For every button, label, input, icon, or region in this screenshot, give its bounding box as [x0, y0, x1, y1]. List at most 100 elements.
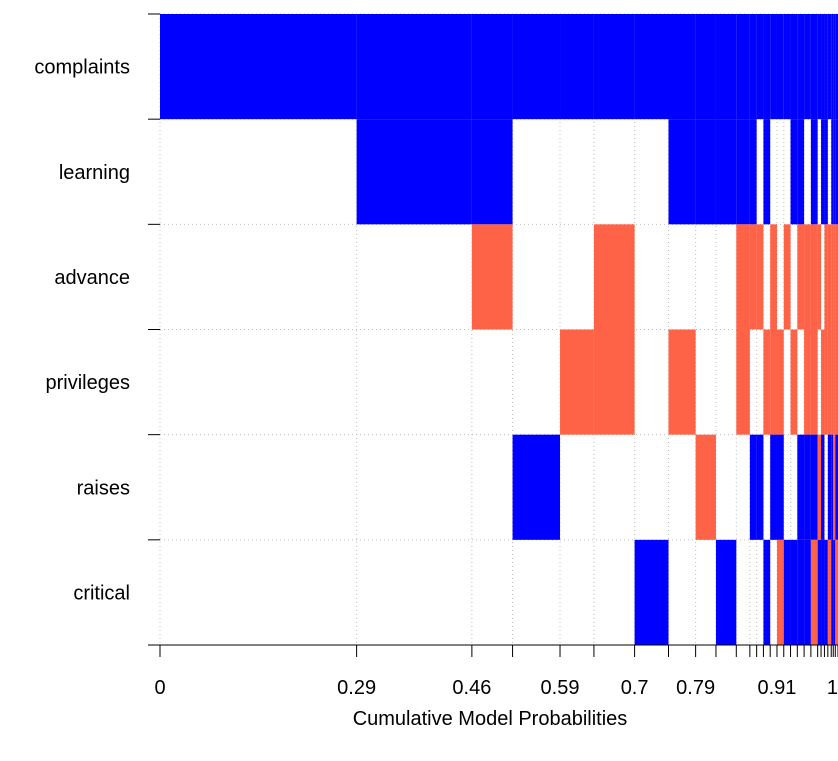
x-tick-label: 0 — [154, 677, 165, 699]
model-cell-privileges — [827, 329, 832, 435]
x-axis-title: Cumulative Model Probabilities — [353, 708, 628, 730]
model-cell-critical — [634, 539, 669, 645]
model-cell-privileges — [824, 329, 828, 435]
x-tick-label: 0.7 — [621, 677, 649, 699]
y-label-privileges: privileges — [46, 372, 130, 394]
model-cell-critical — [835, 539, 838, 645]
model-cell-critical — [715, 539, 737, 645]
model-cell-learning — [790, 119, 798, 225]
model-cell-complaints — [736, 14, 750, 120]
model-cell-privileges — [804, 329, 811, 435]
model-cell-critical — [810, 539, 818, 645]
model-cell-raises — [695, 434, 716, 540]
model-cell-raises — [831, 434, 834, 540]
model-cell-learning — [797, 119, 805, 225]
model-cell-privileges — [593, 329, 635, 435]
model-cell-complaints — [749, 14, 757, 120]
model-cell-privileges — [821, 329, 825, 435]
model-cell-learning — [835, 119, 838, 225]
model-cell-advance — [797, 224, 805, 330]
x-tick-label: 0.29 — [337, 677, 376, 699]
y-label-critical: critical — [73, 582, 130, 604]
model-cell-learning — [821, 119, 825, 225]
model-cell-privileges — [790, 329, 798, 435]
model-cell-complaints — [797, 14, 805, 120]
model-cell-critical — [824, 539, 828, 645]
model-cell-raises — [810, 434, 818, 540]
model-cell-complaints — [763, 14, 771, 120]
axis-labels: complaints learning advance privileges raise… — [34, 57, 838, 699]
model-cell-complaints — [668, 14, 696, 120]
model-cell-advance — [827, 224, 832, 330]
x-tick-label: 1 — [827, 677, 838, 699]
model-cell-learning — [668, 119, 696, 225]
model-cell-raises — [804, 434, 811, 540]
model-cell-critical — [776, 539, 784, 645]
model-cell-advance — [824, 224, 828, 330]
model-cell-critical — [763, 539, 771, 645]
model-cell-advance — [810, 224, 818, 330]
model-cell-complaints — [776, 14, 784, 120]
model-cell-complaints — [827, 14, 832, 120]
model-cell-raises — [797, 434, 805, 540]
model-cell-raises — [821, 434, 825, 540]
model-cell-raises — [833, 434, 836, 540]
x-tick-label: 0.46 — [452, 677, 491, 699]
x-tick-label: 0.79 — [676, 677, 715, 699]
model-cell-learning — [356, 119, 472, 225]
model-cell-complaints — [756, 14, 764, 120]
model-cell-complaints — [817, 14, 822, 120]
model-cell-privileges — [770, 329, 777, 435]
axes — [148, 13, 838, 657]
model-cell-critical — [804, 539, 811, 645]
model-cell-learning — [736, 119, 750, 225]
model-cell-critical — [790, 539, 798, 645]
model-cell-complaints — [512, 14, 561, 120]
model-cell-learning — [749, 119, 757, 225]
model-cell-privileges — [668, 329, 696, 435]
model-cell-complaints — [790, 14, 798, 120]
model-cell-critical — [783, 539, 791, 645]
model-cell-complaints — [831, 14, 834, 120]
model-cell-privileges — [776, 329, 784, 435]
y-label-complaints: complaints — [34, 57, 130, 79]
model-cell-raises — [512, 434, 561, 540]
model-cell-complaints — [695, 14, 716, 120]
model-cell-learning — [810, 119, 818, 225]
model-cell-complaints — [560, 14, 594, 120]
model-cell-advance — [471, 224, 513, 330]
x-tick-label: 0.59 — [541, 677, 580, 699]
model-cell-advance — [835, 224, 838, 330]
y-label-advance: advance — [54, 267, 130, 289]
model-cell-learning — [763, 119, 771, 225]
model-cell-learning — [695, 119, 716, 225]
model-cell-complaints — [160, 14, 357, 120]
model-cell-raises — [749, 434, 757, 540]
model-cell-privileges — [831, 329, 834, 435]
y-label-raises: raises — [77, 477, 130, 499]
model-cell-complaints — [821, 14, 825, 120]
model-cell-raises — [776, 434, 784, 540]
model-cell-advance — [831, 224, 834, 330]
model-cell-privileges — [835, 329, 838, 435]
model-cell-critical — [797, 539, 805, 645]
model-cell-complaints — [770, 14, 777, 120]
model-cell-advance — [833, 224, 836, 330]
model-cell-learning — [471, 119, 513, 225]
model-cell-learning — [715, 119, 737, 225]
model-cell-advance — [804, 224, 811, 330]
model-cell-advance — [756, 224, 764, 330]
x-tick-label: 0.91 — [758, 677, 797, 699]
model-cell-critical — [831, 539, 834, 645]
model-cells — [160, 14, 838, 645]
model-cell-privileges — [833, 329, 836, 435]
model-cell-complaints — [634, 14, 669, 120]
model-cell-complaints — [810, 14, 818, 120]
model-cell-critical — [833, 539, 836, 645]
model-cell-critical — [827, 539, 832, 645]
model-cell-raises — [827, 434, 832, 540]
model-cell-complaints — [715, 14, 737, 120]
model-cell-raises — [817, 434, 822, 540]
model-cell-privileges — [736, 329, 750, 435]
